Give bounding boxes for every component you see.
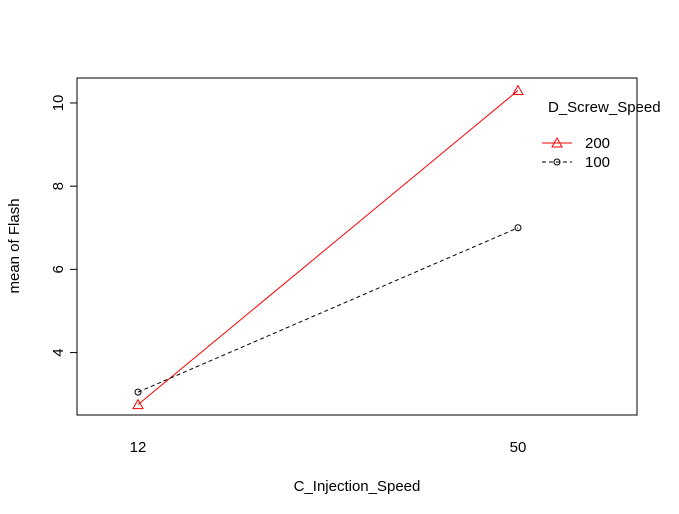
- x-tick-label: 50: [510, 439, 527, 456]
- plot-frame: [76, 77, 638, 416]
- triangle-marker: [512, 84, 524, 95]
- y-axis: 4 6 8 10: [50, 95, 78, 357]
- y-tick-label: 10: [50, 95, 67, 112]
- y-tick-label: 8: [50, 182, 67, 190]
- y-tick-label: 6: [50, 265, 67, 273]
- x-axis-ticks: 12 50: [130, 439, 527, 456]
- series-layer: [132, 84, 524, 410]
- circle-marker: [134, 388, 142, 396]
- triangle-marker: [551, 136, 563, 148]
- x-axis-label: C_Injection_Speed: [294, 478, 421, 495]
- legend-label-200: 200: [585, 135, 610, 152]
- series-line-100: [137, 227, 519, 393]
- y-tick-label: 4: [50, 348, 67, 356]
- series-line-200: [137, 90, 519, 405]
- triangle-marker: [132, 398, 144, 410]
- x-tick-label: 12: [130, 439, 147, 456]
- y-axis-label: mean of Flash: [6, 198, 23, 293]
- legend-label-100: 100: [585, 154, 610, 171]
- legend-title: D_Screw_Speed: [548, 99, 661, 116]
- circle-marker: [553, 158, 561, 166]
- circle-marker: [514, 224, 522, 232]
